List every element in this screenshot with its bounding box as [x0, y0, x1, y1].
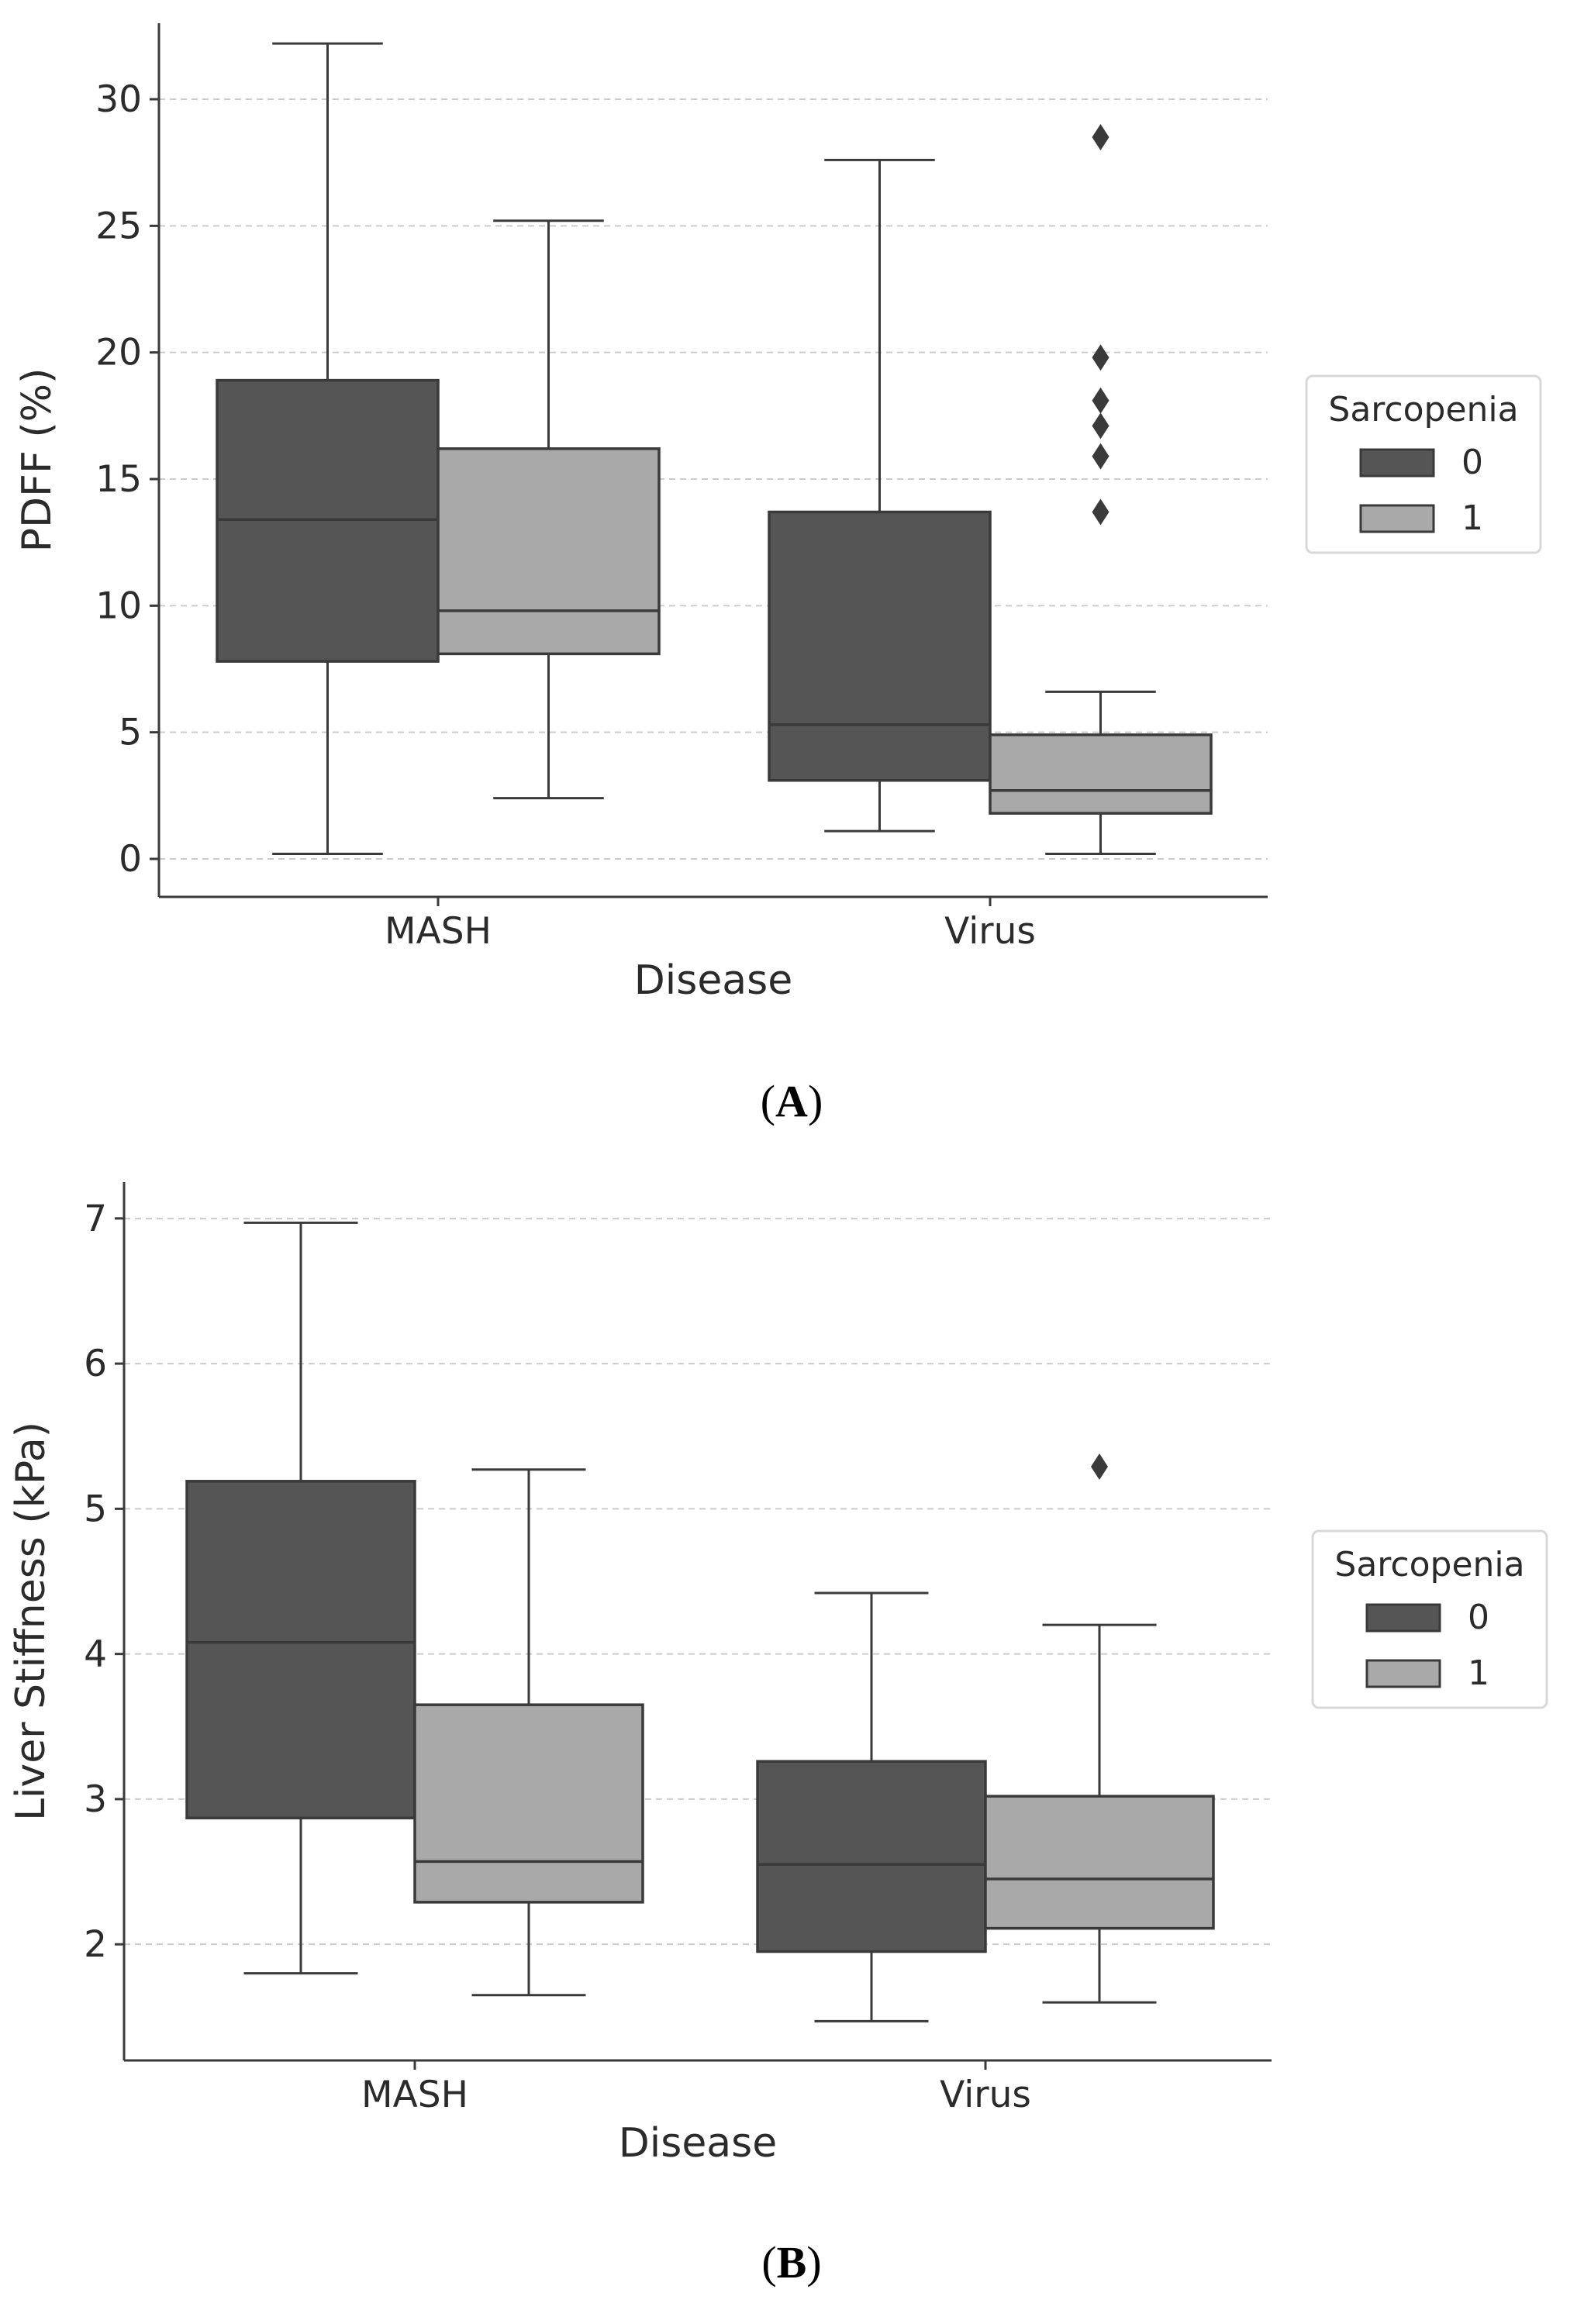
- outlier-point: [1092, 124, 1109, 150]
- iqr-box: [984, 1795, 1215, 1930]
- x-tick-label: Virus: [944, 910, 1036, 953]
- legend-swatch: [1365, 1659, 1441, 1688]
- panel-label: (A): [761, 1076, 823, 1126]
- legend-entry-label: 1: [1461, 498, 1483, 538]
- iqr-box: [185, 1480, 416, 1820]
- panel-label-open-paren: (: [761, 1076, 775, 1126]
- legend-title: Sarcopenia: [1328, 390, 1518, 429]
- iqr-box: [989, 733, 1213, 815]
- y-tick-label: 15: [95, 458, 142, 501]
- box-virus-sarcopenia-0: [756, 1591, 987, 2022]
- legend-entry-label: 0: [1461, 443, 1483, 482]
- panel-label-letter: B: [777, 2237, 807, 2288]
- x-tick-label: Virus: [940, 2074, 1031, 2116]
- x-tick-label: MASH: [361, 2074, 468, 2116]
- y-tick-label: 20: [95, 332, 142, 374]
- box-virus-sarcopenia-1: [989, 124, 1213, 855]
- box-mash-sarcopenia-0: [185, 1221, 416, 1975]
- legend-title: Sarcopenia: [1334, 1545, 1524, 1584]
- y-tick-label: 6: [84, 1343, 107, 1385]
- box-virus-sarcopenia-1: [984, 1453, 1215, 2004]
- iqr-box: [768, 510, 992, 782]
- legend: Sarcopenia 0 1: [1305, 374, 1542, 554]
- iqr-box: [437, 447, 661, 656]
- box-mash-sarcopenia-0: [216, 42, 440, 855]
- y-tick-label: 0: [119, 838, 142, 881]
- iqr-box: [413, 1703, 644, 1904]
- outlier-point: [1092, 412, 1109, 440]
- y-tick-label: 7: [84, 1198, 107, 1240]
- legend-swatch: [1359, 504, 1435, 533]
- x-axis-label: Disease: [634, 957, 793, 1004]
- y-tick-label: 25: [95, 205, 142, 247]
- box-virus-sarcopenia-0: [768, 158, 992, 833]
- y-axis-label: Liver Stiffness (kPa): [8, 1422, 54, 1821]
- x-axis-label: Disease: [619, 2120, 778, 2167]
- outlier-point: [1091, 1453, 1108, 1481]
- x-tick-label: MASH: [385, 910, 492, 953]
- outlier-point: [1092, 387, 1109, 414]
- y-tick-label: 5: [119, 712, 142, 754]
- legend: Sarcopenia 0 1: [1311, 1529, 1548, 1709]
- y-axis-label: PDFF (%): [14, 368, 60, 553]
- panel-label: (B): [761, 2237, 821, 2288]
- y-tick-label: 2: [84, 1923, 107, 1966]
- outlier-point: [1092, 498, 1109, 526]
- legend-swatch: [1365, 1603, 1441, 1633]
- outlier-point: [1092, 443, 1109, 470]
- iqr-box: [756, 1760, 987, 1953]
- y-tick-label: 3: [84, 1778, 107, 1821]
- box-mash-sarcopenia-1: [437, 219, 661, 800]
- legend-swatch: [1359, 448, 1435, 478]
- y-tick-label: 5: [84, 1488, 107, 1530]
- outlier-point: [1092, 344, 1109, 371]
- panel-label-open-paren: (: [761, 2237, 776, 2288]
- y-tick-label: 4: [84, 1633, 107, 1676]
- chart-panel-b: 2 3 4 5 6 7 MASH Virus Disease Liver Stiffness (k…: [8, 1182, 1548, 2288]
- legend-entry-label: 0: [1468, 1598, 1489, 1637]
- panel-label-letter: A: [775, 1076, 808, 1126]
- box-mash-sarcopenia-1: [413, 1468, 644, 1997]
- y-tick-label: 10: [95, 584, 142, 627]
- y-tick-label: 30: [95, 78, 142, 121]
- panel-label-close-paren: ): [806, 2237, 821, 2288]
- legend-entry-label: 1: [1468, 1653, 1489, 1693]
- panel-label-close-paren: ): [808, 1076, 823, 1126]
